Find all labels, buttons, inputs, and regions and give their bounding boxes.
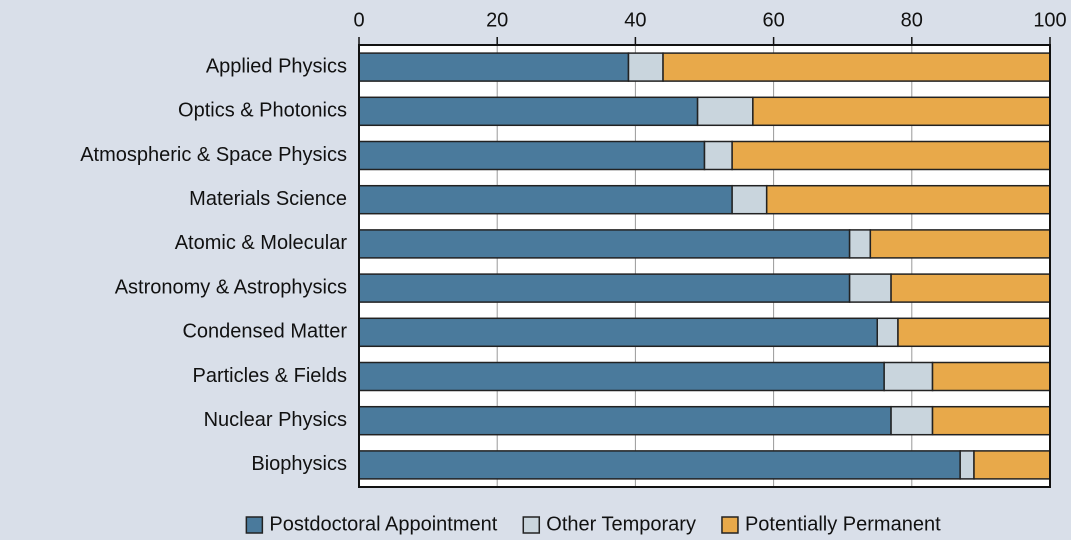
category-label: Nuclear Physics <box>204 409 347 431</box>
bar-segment <box>883 361 934 392</box>
bar-segment <box>897 317 1051 348</box>
bar-segment <box>931 361 1051 392</box>
bar-segment <box>752 96 1051 127</box>
category-label: Materials Science <box>189 188 347 210</box>
x-tick-label: 40 <box>624 9 646 31</box>
plot-frame <box>358 44 1051 488</box>
bar-segment <box>358 184 733 215</box>
category-label: Applied Physics <box>206 55 347 77</box>
bar-segment <box>358 52 630 82</box>
bar-segment <box>869 229 1051 259</box>
bar-segment <box>890 273 1051 303</box>
x-tick-label: 20 <box>486 9 508 31</box>
bar-segment <box>931 405 1051 436</box>
bar-segment <box>703 140 733 171</box>
x-tick-label: 60 <box>762 9 784 31</box>
bar-segment <box>848 273 892 303</box>
category-label: Atomic & Molecular <box>175 232 348 254</box>
category-label: Astronomy & Astrophysics <box>115 276 347 298</box>
category-label: Particles & Fields <box>193 365 348 387</box>
x-tick-label: 80 <box>901 9 923 31</box>
legend-label: Potentially Permanent <box>745 513 941 535</box>
x-tick-label: 0 <box>353 9 364 31</box>
bar-segment <box>662 52 1051 82</box>
bar-segment <box>358 229 851 259</box>
bar-segment <box>765 184 1051 215</box>
bar-segment <box>696 96 754 127</box>
bar-segment <box>358 405 892 436</box>
bar-segment <box>627 52 664 82</box>
bar-segment <box>890 405 934 436</box>
bar-segment <box>876 317 899 348</box>
bar-segment <box>358 273 851 303</box>
category-label: Biophysics <box>251 453 347 475</box>
bar-segment <box>731 184 768 215</box>
bar-segment <box>731 140 1051 171</box>
bar-segment <box>959 450 975 480</box>
bar-segment <box>358 140 706 171</box>
bar-segment <box>973 450 1051 480</box>
category-label: Atmospheric & Space Physics <box>80 144 347 166</box>
bar-segment <box>358 450 961 480</box>
legend-swatch <box>522 516 541 534</box>
legend-swatch <box>721 516 739 534</box>
legend-label: Postdoctoral Appointment <box>269 513 497 535</box>
bar-segment <box>358 361 885 392</box>
legend-swatch <box>245 516 264 534</box>
bar-segment <box>848 229 872 259</box>
bar-segment <box>358 96 699 127</box>
legend-label: Other Temporary <box>546 513 696 535</box>
x-tick-label: 100 <box>1033 9 1066 31</box>
category-label: Optics & Photonics <box>178 100 347 122</box>
bar-segment <box>358 317 878 348</box>
category-label: Condensed Matter <box>182 321 347 343</box>
